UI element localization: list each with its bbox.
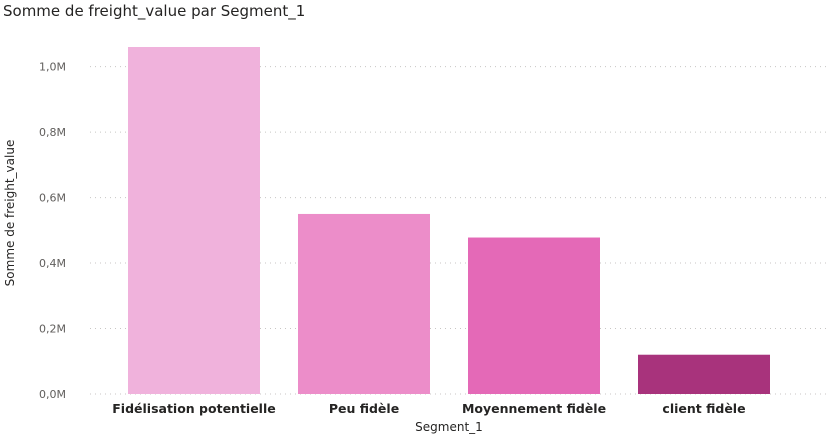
bar[interactable] [298,213,430,394]
x-tick-label: Peu fidèle [329,401,399,416]
bar[interactable] [468,237,600,394]
x-tick-label: Fidélisation potentielle [112,401,275,416]
chart-title: Somme de freight_value par Segment_1 [3,2,306,20]
bars [128,47,770,394]
x-axis-ticks: Fidélisation potentielle Peu fidèle Moyenn… [112,401,745,416]
bar[interactable] [128,47,260,394]
y-tick-label: 0,6M [39,192,66,205]
y-axis-title: Somme de freight_value [3,140,17,287]
y-tick-label: 0,2M [39,323,66,336]
y-tick-label: 0,4M [39,257,66,270]
y-tick-label: 0,8M [39,126,66,139]
bar[interactable] [638,354,770,394]
x-tick-label: Moyennement fidèle [462,401,606,416]
x-tick-label: client fidèle [662,401,745,416]
y-tick-label: 1,0M [39,61,66,74]
x-axis-title: Segment_1 [415,420,483,434]
y-axis-ticks: 0,0M 0,2M 0,4M 0,6M 0,8M 1,0M [39,61,66,401]
y-tick-label: 0,0M [39,388,66,401]
